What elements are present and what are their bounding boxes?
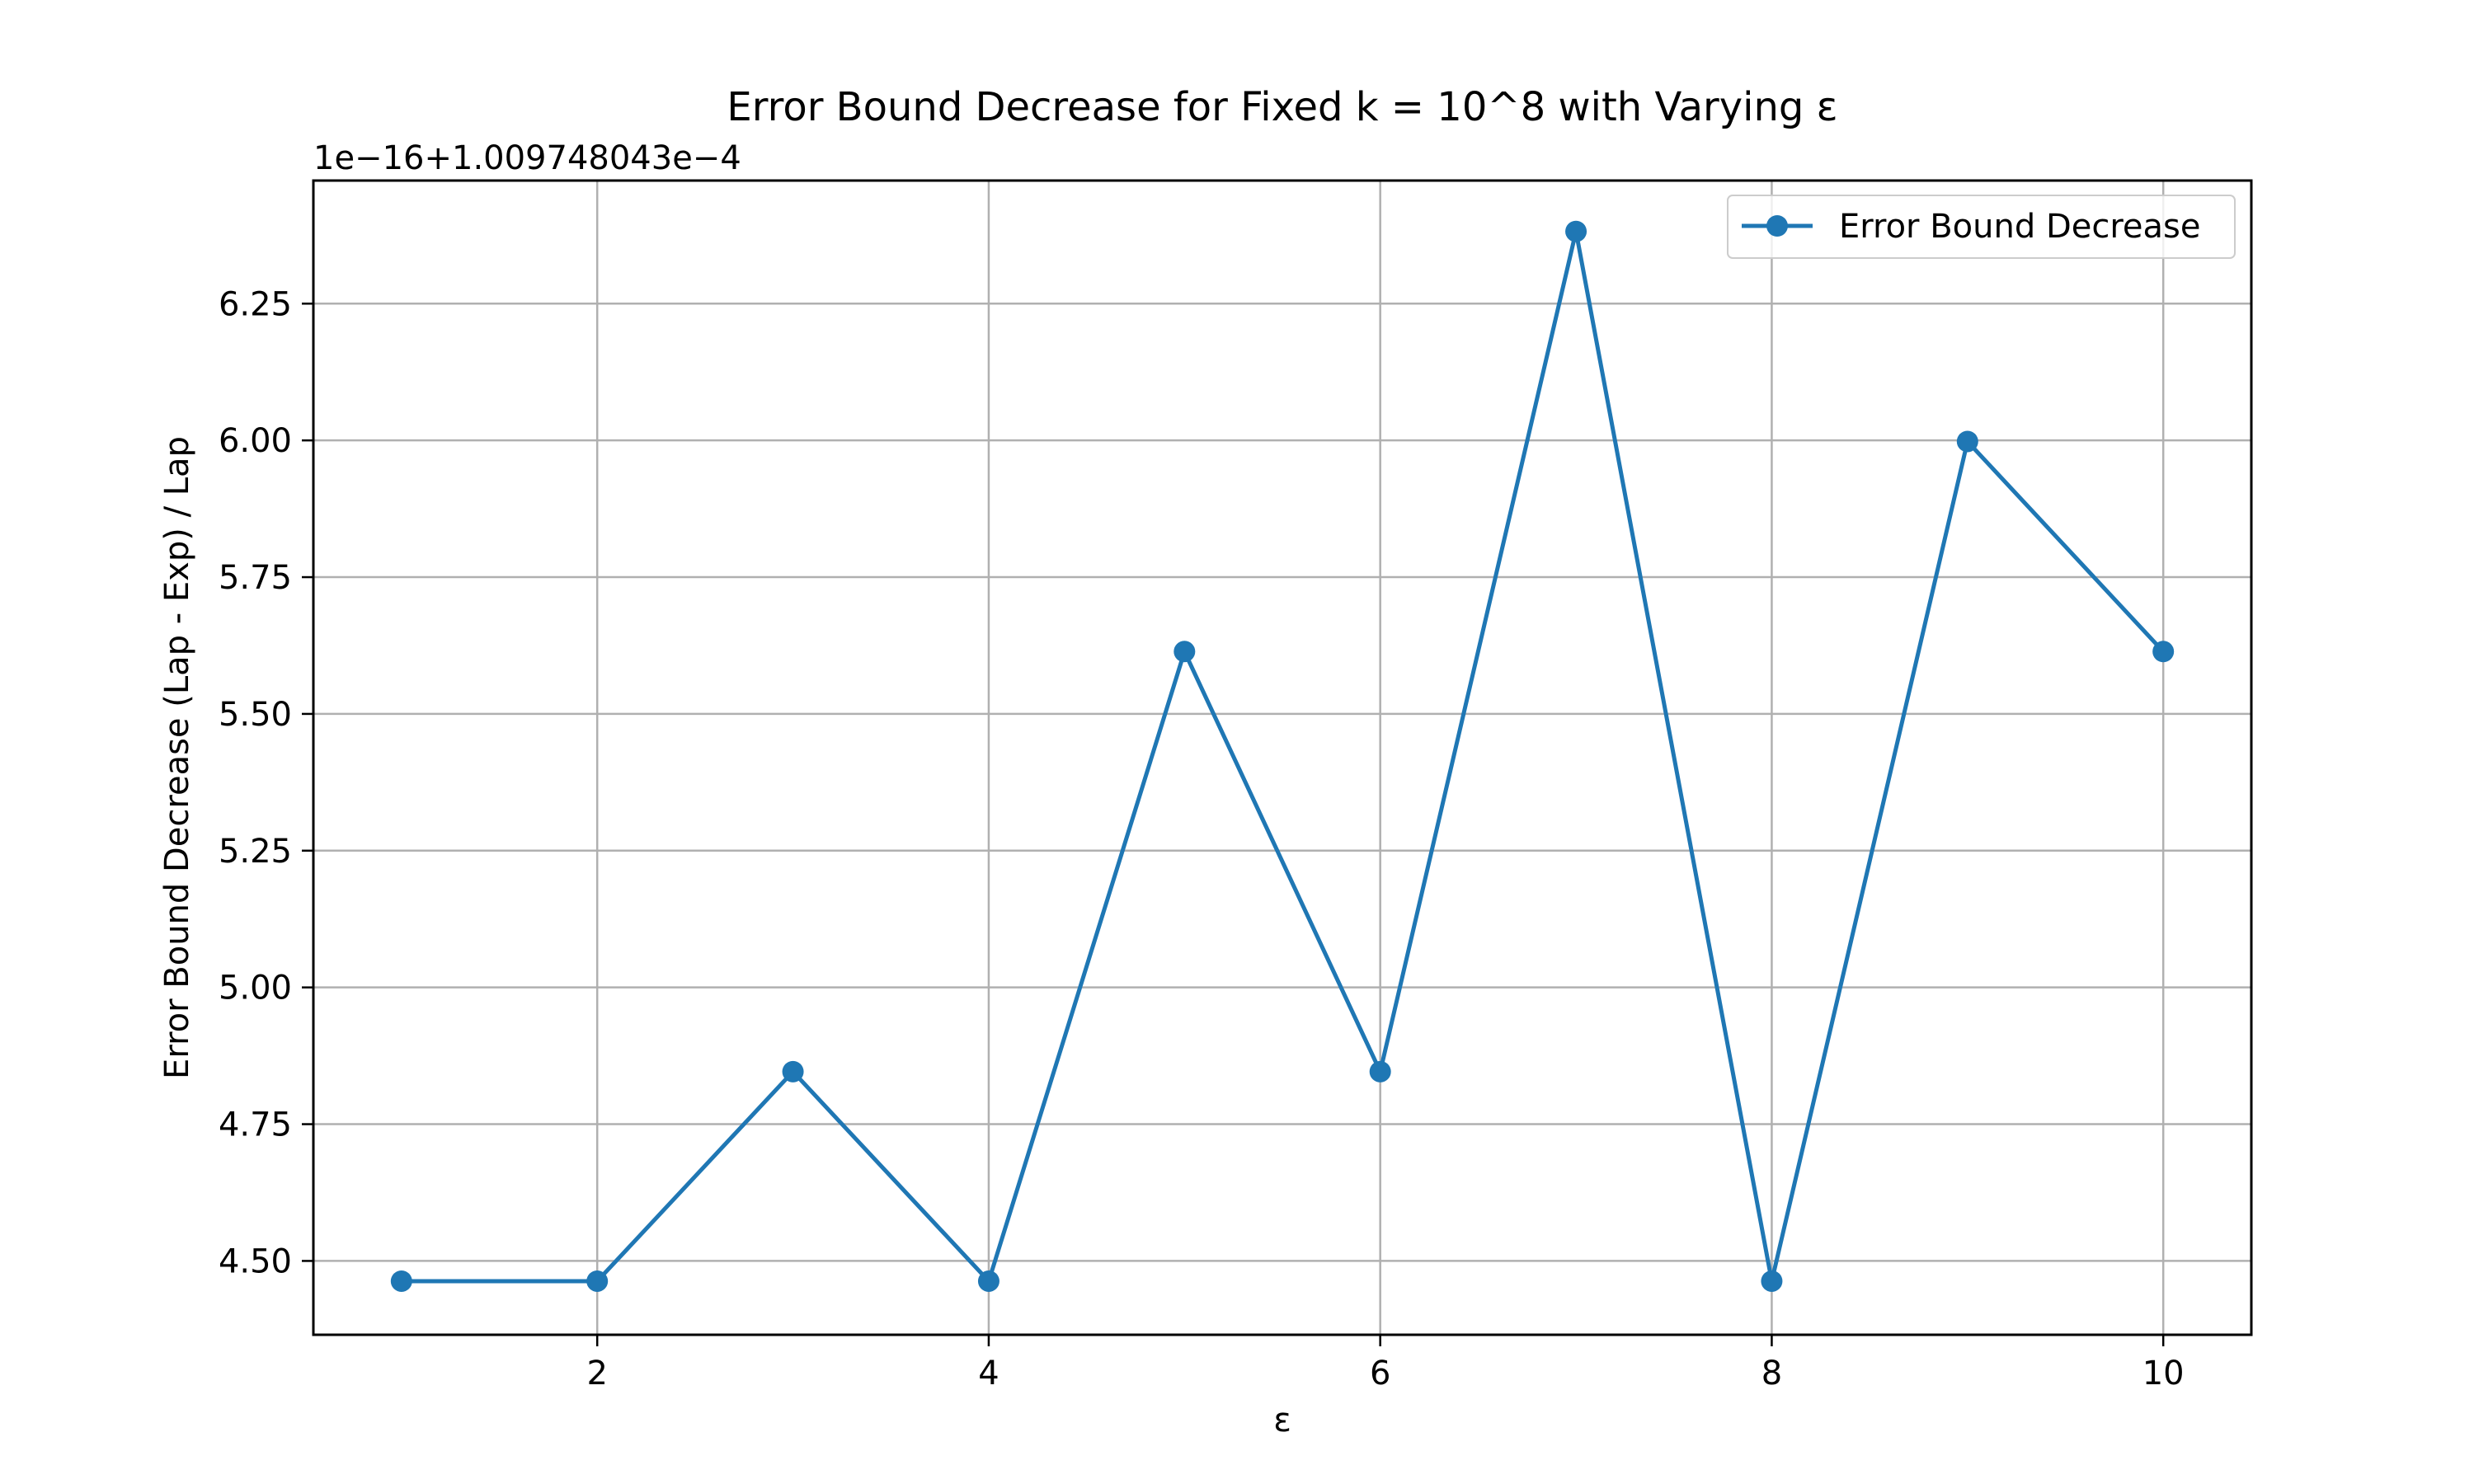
series-layer <box>390 220 2175 1292</box>
y-tick-label: 4.75 <box>219 1106 292 1144</box>
y-tick-label: 5.25 <box>219 833 292 871</box>
y-tick-label: 5.75 <box>219 559 292 597</box>
axis-ticks: 2 4 6 8 10 4.50 4.75 5.00 5.25 5.50 5.75 6.00 6.25 <box>219 285 2185 1392</box>
data-point <box>586 1270 609 1292</box>
legend[interactable]: Error Bound Decrease <box>1727 195 2236 259</box>
x-tick-label: 6 <box>1370 1355 1390 1392</box>
x-tick-label: 2 <box>586 1355 607 1392</box>
y-tick-label: 6.00 <box>219 422 292 460</box>
y-tick-label: 4.50 <box>219 1242 292 1280</box>
data-point <box>782 1060 804 1082</box>
y-axis-offset-text: 1e−16+1.009748043e−4 <box>313 139 741 177</box>
data-point <box>390 1270 412 1292</box>
y-tick-label: 5.00 <box>219 970 292 1007</box>
x-tick-label: 8 <box>1761 1355 1782 1392</box>
x-tick-label: 10 <box>2142 1355 2185 1392</box>
y-tick-label: 6.25 <box>219 285 292 323</box>
grid-lines <box>313 181 2251 1335</box>
data-point <box>1956 430 1978 453</box>
x-tick-label: 4 <box>978 1355 999 1392</box>
data-point <box>1174 641 1196 663</box>
legend-label: Error Bound Decrease <box>1839 208 2200 246</box>
plot-area-frame <box>312 179 2253 1336</box>
chart-title: Error Bound Decrease for Fixed k = 10^8 … <box>727 84 1837 130</box>
data-point <box>1761 1270 1783 1292</box>
y-axis-label: Error Bound Decrease (Lap - Exp) / Lap <box>158 436 196 1079</box>
data-point <box>1369 1060 1391 1082</box>
y-tick-label: 5.50 <box>219 696 292 734</box>
legend-box <box>1727 195 2236 259</box>
legend-marker-swatch <box>1766 215 1788 237</box>
data-point <box>2152 641 2175 663</box>
series-line <box>401 229 2166 1284</box>
x-axis-label: ε <box>1273 1402 1291 1439</box>
data-point <box>977 1270 999 1292</box>
data-point <box>1565 220 1587 242</box>
